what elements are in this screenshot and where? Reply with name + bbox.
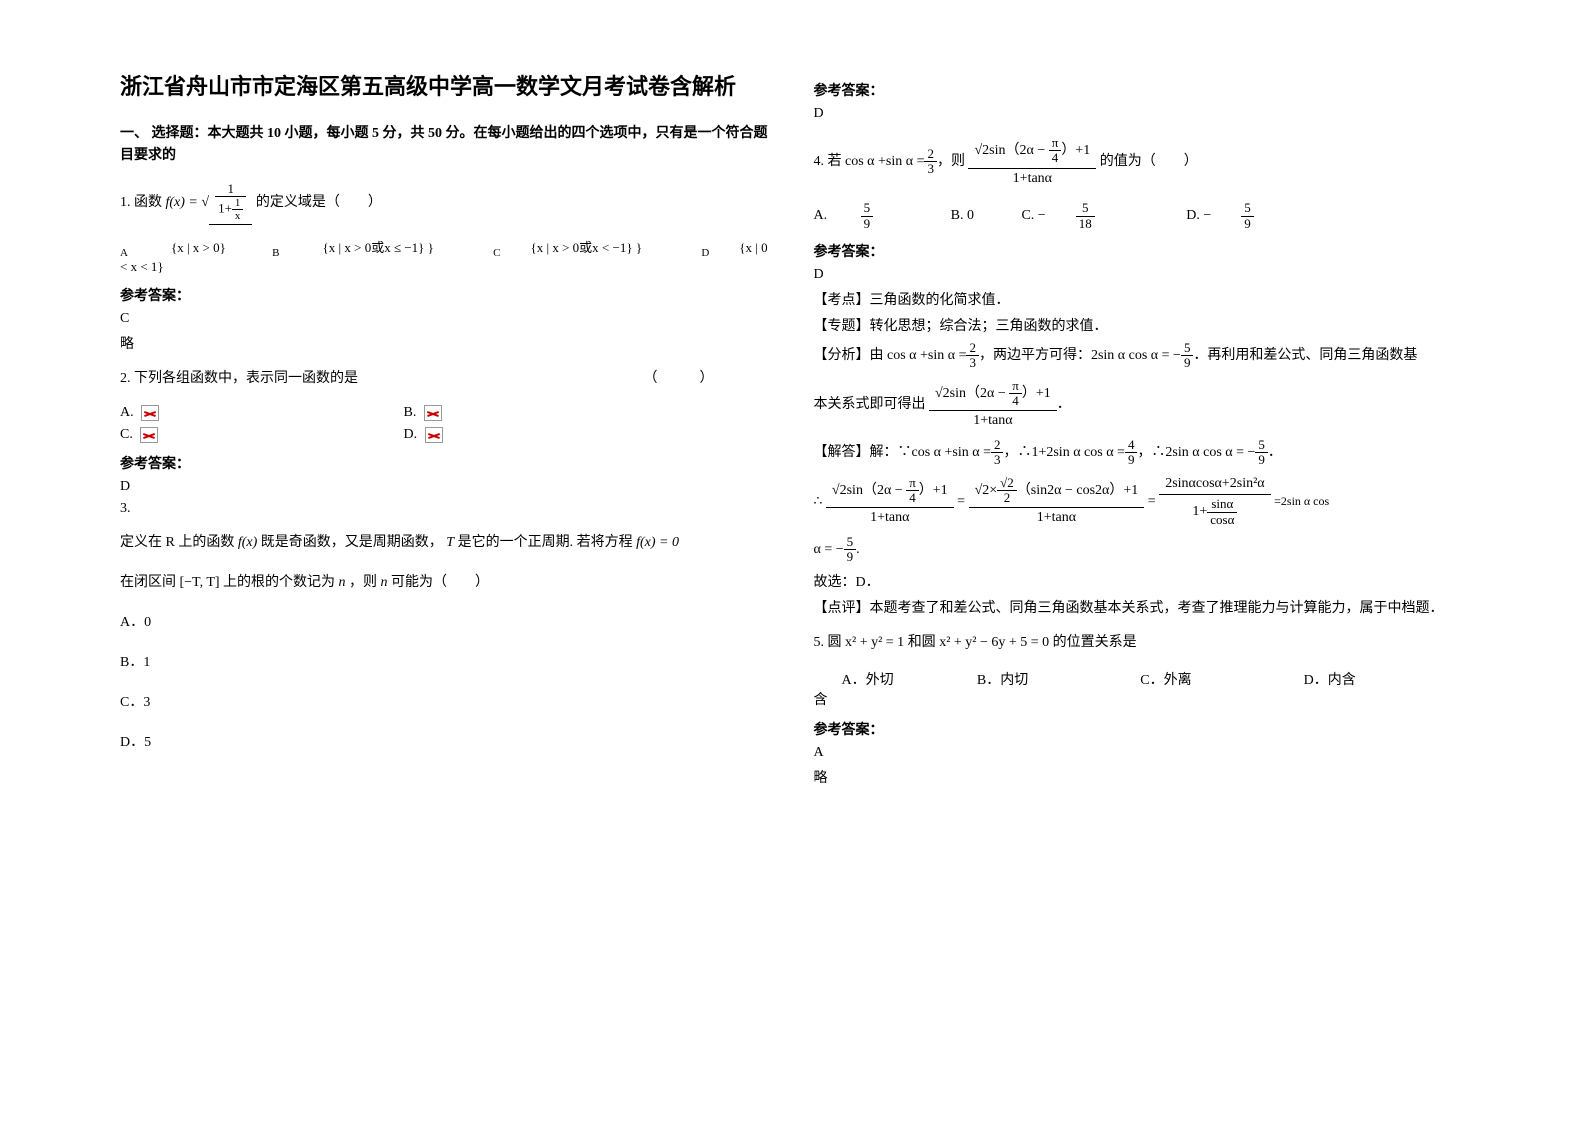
q4-gx: 故选：D． <box>814 571 1468 591</box>
section-1-head: 一、 选择题：本大题共 10 小题，每小题 5 分，共 50 分。在每小题给出的… <box>120 123 774 168</box>
q5-b: 和圆 <box>908 635 936 650</box>
q3-ans: D <box>814 106 1468 122</box>
q3-num: 3. <box>120 501 774 517</box>
q3-T: T <box>446 535 454 550</box>
q1-note: 略 <box>120 333 774 353</box>
broken-image-icon <box>424 405 442 421</box>
q3-optC: C．3 <box>120 689 774 717</box>
q3-fx0: f(x) = 0 <box>636 535 679 550</box>
q5-ans-label: 参考答案： <box>814 719 1468 739</box>
right-column: 参考答案： D 4. 若 cos α +sin α =23，则 √2sin（2α… <box>794 70 1488 1052</box>
q2-stem: 2. 下列各组函数中，表示同一函数的是 <box>120 371 358 386</box>
q4-ans-label: 参考答案： <box>814 241 1468 261</box>
q4-stem-a: 4. 若 cos α +sin α = <box>814 154 925 169</box>
q2-row1: A. B. <box>120 405 774 421</box>
q2-ans: D <box>120 479 774 495</box>
q2-paren: （ ） <box>644 365 714 393</box>
q4-stem-b: ，则 <box>937 154 965 169</box>
q2-D: D. <box>404 427 418 442</box>
question-4: 4. 若 cos α +sin α =23，则 √2sin（2α − π4）+1… <box>814 134 1468 189</box>
q3-optA: A．0 <box>120 609 774 637</box>
q4-stem-c: 的值为（ ） <box>1100 154 1198 169</box>
q4-dp: 【点评】本题考查了和差公式、同角三角函数基本关系式，考查了推理能力与计算能力，属… <box>814 597 1468 617</box>
q1-optC: {x | x > 0或x < −1} } <box>531 240 643 255</box>
q3-ans-label: 参考答案： <box>814 80 1468 100</box>
question-3b: 在闭区间 [−T, T] 上的根的个数记为 n ，则 n 可能为（ ） <box>120 569 774 597</box>
question-2: 2. 下列各组函数中，表示同一函数的是 （ ） <box>120 365 774 393</box>
q2-B: B. <box>404 405 417 420</box>
q5-optB: B．内切 <box>977 669 1140 689</box>
q5-eq1: x² + y² = 1 <box>845 635 904 650</box>
q1-optA: {x | x > 0} <box>171 240 226 255</box>
question-1: 1. 函数 f(x) = 11+1x 的定义域是（ ） <box>120 180 774 225</box>
q3-l1c: 是它的一个正周期. 若将方程 <box>458 535 633 550</box>
q4-jd: 【解答】解：∵cos α +sin α =23，∴1+2sin α cos α … <box>814 438 1468 468</box>
q4-fx: 【分析】由 cos α +sin α =23，两边平方可得：2sin α cos… <box>814 341 1468 371</box>
q2-A: A. <box>120 405 134 420</box>
q1-ans: C <box>120 311 774 327</box>
q4-deriv: ∴ √2sin（2α − π4）+11+tanα = √2×√22（sin2α … <box>814 474 1468 529</box>
q4-B: B. 0 <box>951 208 974 223</box>
q5-c: 的位置关系是 <box>1053 635 1137 650</box>
q4-final: α = −59. <box>814 535 1468 565</box>
q5-optC: C．外离 <box>1140 669 1303 689</box>
q3-interval: [−T, T] <box>180 575 220 590</box>
question-5: 5. 圆 x² + y² = 1 和圆 x² + y² − 6y + 5 = 0… <box>814 629 1468 657</box>
q5-eq2: x² + y² − 6y + 5 = 0 <box>939 635 1049 650</box>
q4-kd: 【考点】三角函数的化简求值． <box>814 289 1468 309</box>
q3-n: n <box>339 575 346 590</box>
q2-ans-label: 参考答案： <box>120 453 774 473</box>
q3-optD: D．5 <box>120 729 774 757</box>
exam-title: 浙江省舟山市市定海区第五高级中学高一数学文月考试卷含解析 <box>120 70 774 103</box>
q3-l2a: 在闭区间 <box>120 575 176 590</box>
q1-stem-prefix: 1. 函数 <box>120 195 162 210</box>
q4-options: A. 59 B. 0 C. −518 D. −59 <box>814 201 1468 231</box>
q5-options: A．外切 B．内切 C．外离 D．内含 <box>814 669 1468 689</box>
q4-rel: 本关系式即可得出 √2sin（2α − π4）+11+tanα． <box>814 377 1468 432</box>
left-column: 浙江省舟山市市定海区第五高级中学高一数学文月考试卷含解析 一、 选择题：本大题共… <box>100 70 794 1052</box>
q4-D: D. − <box>1186 208 1211 223</box>
q3-l1a: 定义在 R 上的函数 <box>120 535 234 550</box>
q5-note: 略 <box>814 767 1468 787</box>
q4-zt: 【专题】转化思想；综合法；三角函数的求值． <box>814 315 1468 335</box>
q4-A: A. <box>814 208 828 223</box>
broken-image-icon <box>425 427 443 443</box>
q3-l1b: 既是奇函数，又是周期函数， <box>261 535 443 550</box>
q4-ans: D <box>814 267 1468 283</box>
q3-l2c: ，则 <box>349 575 377 590</box>
q3-l2b: 上的根的个数记为 <box>223 575 335 590</box>
q3-n2: n <box>381 575 388 590</box>
q2-C: C. <box>120 427 133 442</box>
q5-ans: A <box>814 745 1468 761</box>
q1-stem-suffix: 的定义域是（ ） <box>256 195 382 210</box>
broken-image-icon <box>140 427 158 443</box>
q5-optA: A．外切 <box>814 669 977 689</box>
question-3: 定义在 R 上的函数 f(x) 既是奇函数，又是周期函数， T 是它的一个正周期… <box>120 529 774 557</box>
q1-optB: {x | x > 0或x ≤ −1} } <box>323 240 434 255</box>
q5-optD-cont: 含 <box>814 689 1468 709</box>
q3-l2d: 可能为（ ） <box>391 575 489 590</box>
q1-options: A {x | x > 0} B {x | x > 0或x ≤ −1} } C{x… <box>120 237 774 275</box>
q2-row2: C. D. <box>120 427 774 443</box>
q5-a: 5. 圆 <box>814 635 842 650</box>
q1-ans-label: 参考答案： <box>120 285 774 305</box>
q3-fx: f(x) <box>238 535 257 550</box>
q5-optD: D．内含 <box>1304 669 1467 689</box>
broken-image-icon <box>141 405 159 421</box>
q4-C: C. − <box>1021 208 1045 223</box>
q3-optB: B．1 <box>120 649 774 677</box>
